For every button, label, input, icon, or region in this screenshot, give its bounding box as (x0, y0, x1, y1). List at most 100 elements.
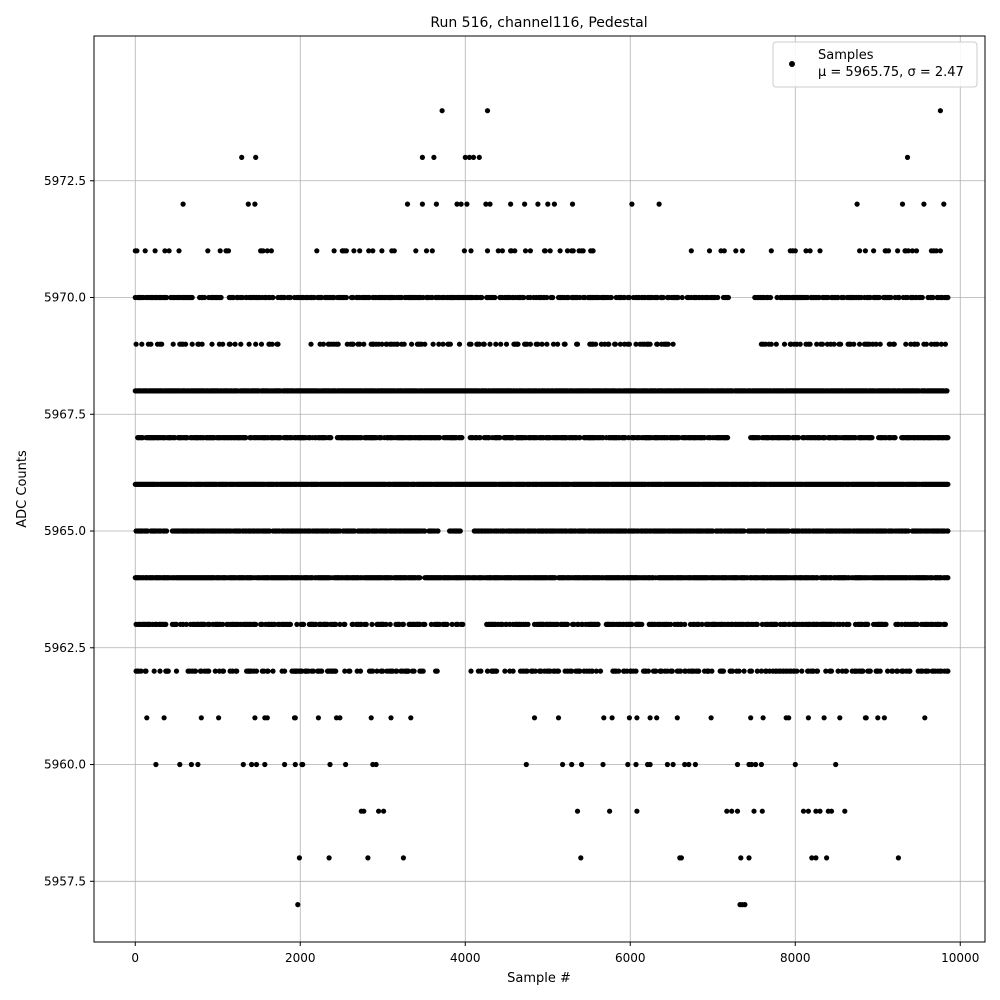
data-point (925, 668, 931, 674)
data-point (647, 761, 653, 768)
data-point (361, 341, 367, 347)
data-point (400, 621, 406, 628)
data-point (409, 341, 415, 347)
data-point (515, 341, 521, 347)
data-point (308, 341, 314, 347)
data-point (606, 341, 612, 347)
data-point (945, 435, 951, 441)
data-point (753, 761, 759, 768)
data-point (220, 668, 227, 674)
data-point (758, 761, 765, 768)
data-point (253, 761, 260, 768)
data-point (189, 341, 195, 347)
data-point (430, 341, 436, 347)
data-point (577, 668, 583, 674)
data-point (335, 341, 341, 347)
data-point (188, 761, 194, 768)
data-point (720, 668, 727, 674)
data-point (625, 761, 631, 768)
data-point (327, 761, 333, 768)
data-points (132, 108, 951, 908)
data-point (725, 435, 731, 441)
data-point (754, 668, 760, 674)
data-point (589, 668, 595, 674)
data-point (633, 341, 639, 347)
data-point (144, 715, 150, 721)
data-point (405, 668, 411, 674)
data-point (301, 621, 307, 628)
data-point (422, 341, 428, 347)
data-point (696, 668, 702, 674)
data-point (833, 761, 839, 768)
data-point (363, 621, 369, 628)
data-point (165, 668, 171, 674)
data-point (914, 621, 921, 628)
data-point (544, 341, 550, 347)
data-point (243, 435, 249, 441)
data-point (699, 621, 705, 628)
data-point (192, 668, 199, 674)
data-point (754, 621, 760, 628)
data-point (220, 621, 226, 628)
data-point (164, 528, 170, 534)
data-point (468, 668, 474, 674)
data-point (275, 341, 281, 347)
data-point (645, 668, 652, 674)
data-point (476, 341, 482, 347)
data-point (487, 341, 493, 347)
data-point (477, 435, 483, 441)
data-point (748, 668, 755, 674)
data-point (821, 715, 827, 721)
data-point (310, 668, 316, 674)
data-point (300, 761, 306, 768)
data-point (654, 715, 660, 721)
data-point (569, 668, 575, 674)
data-point (945, 668, 951, 674)
data-point (265, 668, 271, 674)
data-point (869, 435, 875, 441)
data-point (670, 341, 676, 347)
data-point (805, 715, 812, 721)
data-point (626, 715, 633, 721)
data-point (484, 668, 491, 674)
data-point (343, 761, 349, 768)
data-point (163, 621, 169, 628)
data-point (420, 668, 426, 674)
data-point (560, 761, 566, 768)
data-point (139, 341, 145, 347)
data-point (434, 668, 440, 674)
data-point (383, 621, 389, 628)
data-point (206, 668, 212, 674)
data-point (781, 341, 788, 347)
data-point (447, 341, 453, 347)
data-point (287, 621, 293, 628)
data-point (799, 668, 805, 674)
data-point (183, 621, 189, 628)
data-point (468, 341, 474, 347)
data-point (577, 435, 583, 441)
data-point (593, 668, 600, 674)
data-point (333, 621, 339, 628)
data-point (264, 715, 270, 721)
data-point (773, 621, 779, 628)
data-point (493, 341, 499, 347)
data-point (503, 341, 510, 347)
data-point (333, 668, 339, 674)
data-point (550, 341, 557, 347)
data-point (319, 668, 325, 674)
data-point (600, 761, 606, 768)
data-point (459, 435, 465, 441)
data-point (678, 668, 684, 674)
data-point (138, 668, 144, 674)
data-point (682, 621, 688, 628)
data-point (212, 668, 218, 674)
data-point (173, 621, 180, 628)
data-point (170, 341, 176, 347)
data-point (292, 761, 298, 768)
data-point (444, 621, 450, 628)
data-point (668, 621, 674, 628)
data-point (579, 761, 585, 768)
data-point (177, 761, 183, 768)
data-point (846, 621, 852, 628)
